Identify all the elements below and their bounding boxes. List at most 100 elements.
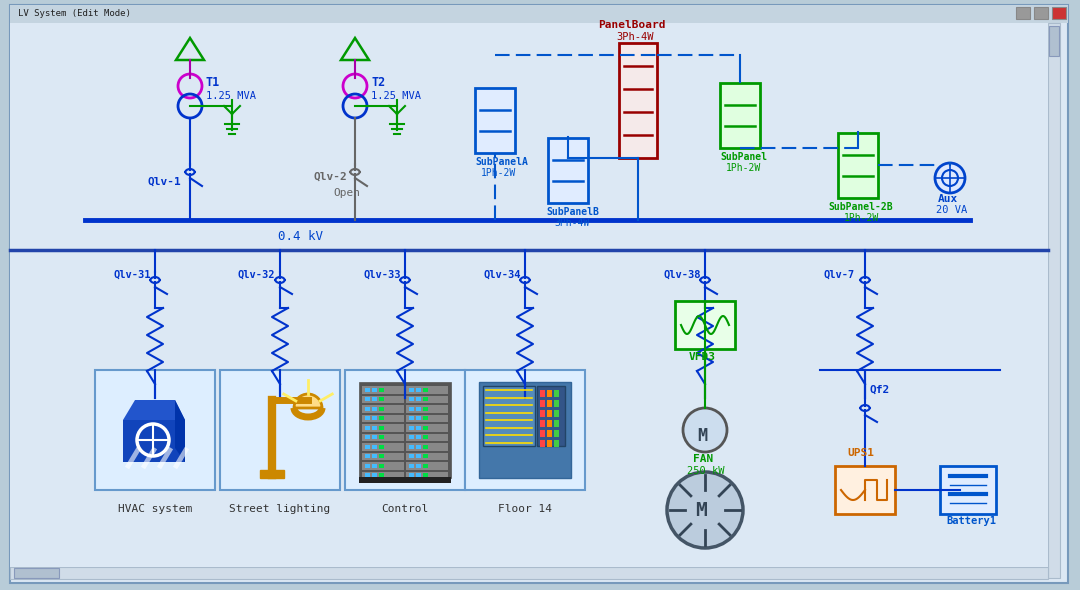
Bar (546, 400, 552, 407)
Text: Qlv-2: Qlv-2 (313, 172, 347, 182)
Polygon shape (123, 400, 185, 420)
Bar (423, 435, 428, 439)
Text: 1.25 MVA: 1.25 MVA (372, 91, 421, 101)
Bar (483, 386, 535, 446)
Bar (362, 386, 404, 394)
Bar (409, 454, 414, 458)
Bar (554, 410, 559, 417)
Bar (554, 430, 559, 437)
Bar (409, 473, 414, 477)
Bar (409, 464, 414, 467)
Bar (416, 416, 421, 420)
Bar (1048, 23, 1059, 578)
Bar (416, 397, 421, 401)
Bar (379, 464, 384, 467)
Polygon shape (175, 400, 185, 462)
Text: PanelBoard: PanelBoard (598, 20, 665, 30)
Bar (362, 405, 404, 412)
Bar (1049, 26, 1059, 56)
Bar (362, 471, 404, 479)
Bar (406, 395, 448, 403)
Bar (365, 397, 370, 401)
Bar (554, 440, 559, 447)
Bar (372, 425, 377, 430)
Bar (365, 388, 370, 392)
Bar (423, 388, 428, 392)
Bar (720, 83, 760, 148)
Text: Control: Control (381, 504, 429, 514)
Bar (372, 454, 377, 458)
Bar (546, 430, 552, 437)
Text: Qlv-31: Qlv-31 (113, 270, 150, 280)
Text: 20 VA: 20 VA (936, 205, 968, 215)
Bar (835, 466, 895, 514)
Text: Qlv-34: Qlv-34 (483, 270, 521, 280)
Bar (379, 388, 384, 392)
Bar (372, 464, 377, 467)
Bar (423, 464, 428, 467)
Text: Qf2: Qf2 (870, 385, 890, 395)
Bar (423, 416, 428, 420)
Text: Qlv-7: Qlv-7 (823, 270, 854, 280)
Bar (365, 444, 370, 448)
Bar (619, 43, 657, 158)
Text: Street lighting: Street lighting (229, 504, 330, 514)
Bar (423, 425, 428, 430)
Text: T1: T1 (206, 76, 220, 88)
Bar (362, 395, 404, 403)
Wedge shape (294, 394, 322, 408)
Text: M: M (696, 501, 706, 520)
Bar (406, 415, 448, 422)
Text: T2: T2 (372, 76, 386, 88)
Bar (362, 462, 404, 470)
Bar (423, 454, 428, 458)
Bar (359, 477, 451, 483)
Bar (1034, 7, 1048, 19)
Bar (675, 301, 735, 349)
Text: UPS1: UPS1 (847, 448, 874, 458)
Bar (409, 416, 414, 420)
Bar (372, 388, 377, 392)
Bar (548, 138, 588, 203)
Bar (540, 410, 545, 417)
Bar (416, 454, 421, 458)
Bar (372, 407, 377, 411)
Bar (406, 386, 448, 394)
Bar (379, 416, 384, 420)
Bar (540, 390, 545, 397)
Bar (365, 416, 370, 420)
Text: FAN: FAN (693, 454, 713, 464)
Bar (475, 88, 515, 153)
Bar (362, 453, 404, 460)
Text: 1.25 MVA: 1.25 MVA (206, 91, 256, 101)
Text: 3Ph-4W: 3Ph-4W (616, 32, 653, 42)
Text: VFD3: VFD3 (689, 352, 716, 362)
Bar (540, 440, 545, 447)
Circle shape (683, 408, 727, 452)
Text: Floor 14: Floor 14 (498, 504, 552, 514)
Bar (372, 444, 377, 448)
Bar (1052, 7, 1066, 19)
Bar (379, 473, 384, 477)
Bar (409, 407, 414, 411)
Text: LV System (Edit Mode): LV System (Edit Mode) (18, 9, 131, 18)
Bar (465, 370, 585, 490)
Text: 0.4 kV: 0.4 kV (278, 230, 323, 243)
Text: 250 kW: 250 kW (687, 466, 725, 476)
Bar (838, 133, 878, 198)
Bar (345, 370, 465, 490)
Bar (409, 388, 414, 392)
Bar (379, 454, 384, 458)
Text: Open: Open (333, 188, 360, 198)
Bar (416, 425, 421, 430)
Bar (406, 471, 448, 479)
Bar (1016, 7, 1030, 19)
Bar (409, 435, 414, 439)
Text: SubPanelA: SubPanelA (475, 157, 528, 167)
Bar (416, 388, 421, 392)
Bar (379, 425, 384, 430)
Bar (365, 464, 370, 467)
Bar (95, 370, 215, 490)
Bar (540, 400, 545, 407)
Bar (423, 407, 428, 411)
